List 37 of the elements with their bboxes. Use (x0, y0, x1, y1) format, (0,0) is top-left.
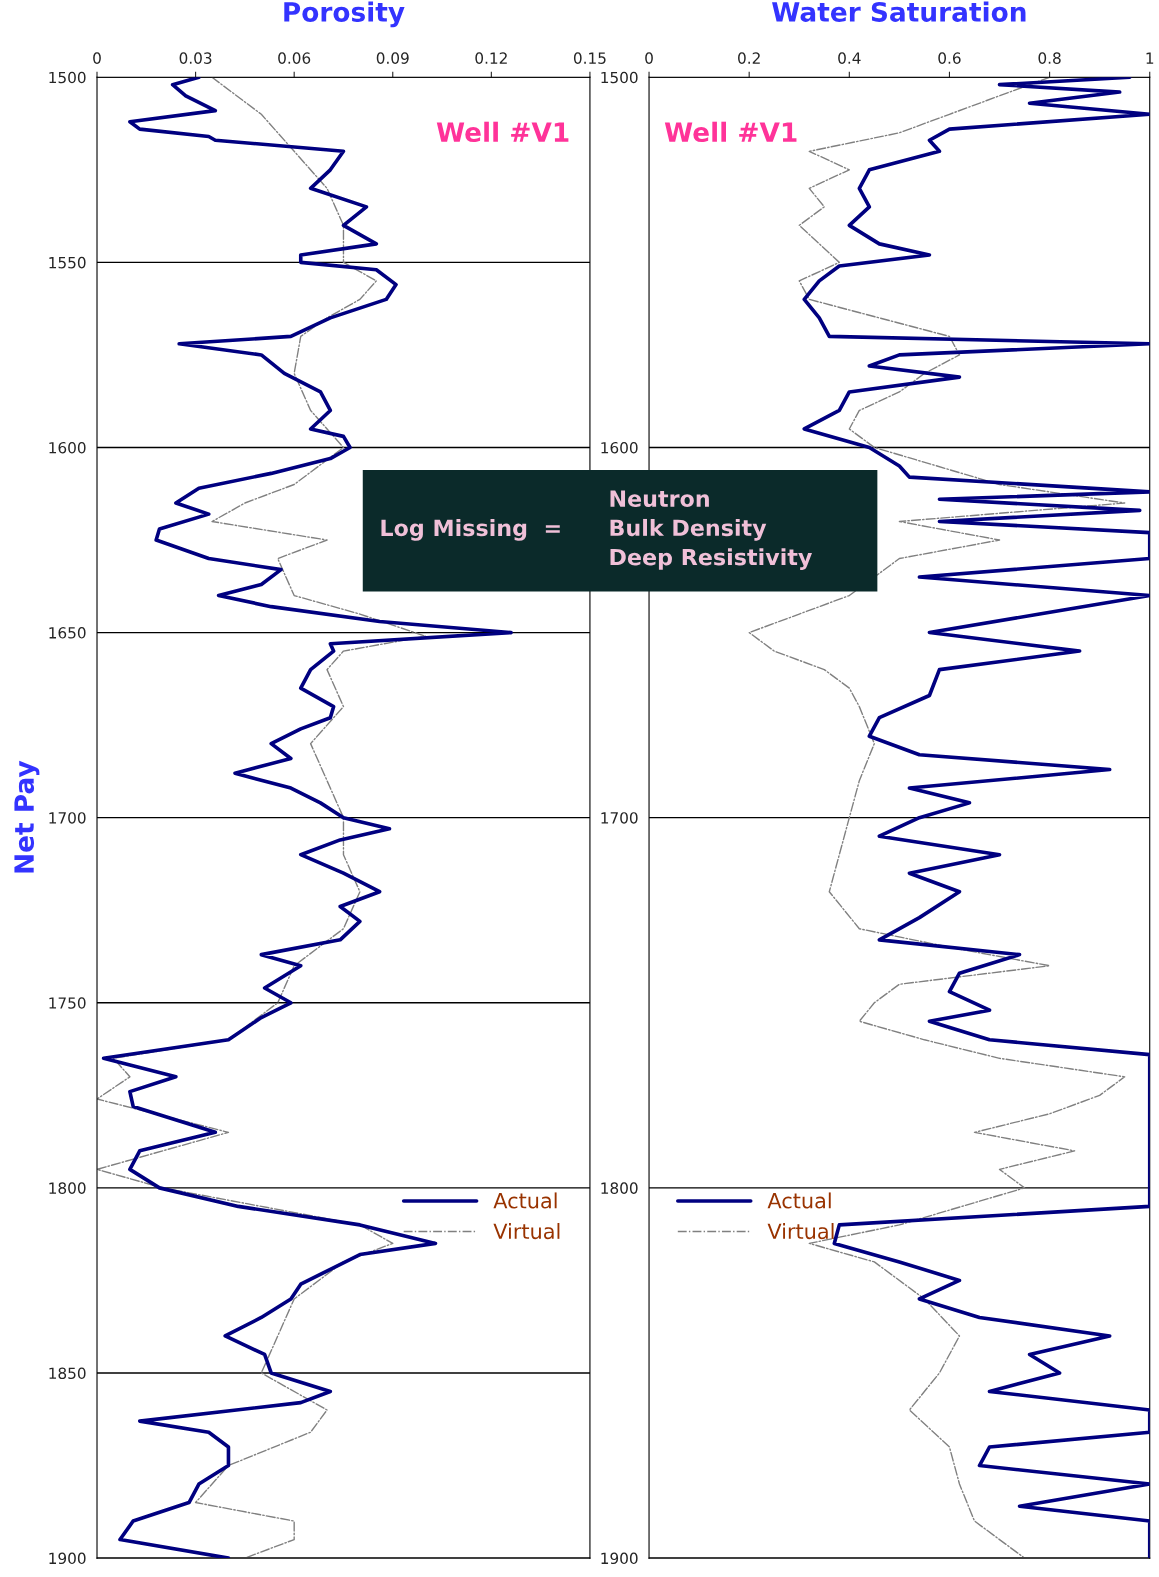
legend-label: Actual (493, 1192, 557, 1209)
x-tick-label: 0.8 (1038, 52, 1061, 64)
x-tick-label: 0.4 (838, 52, 861, 64)
x-tick-label: 0 (93, 52, 101, 64)
x-tick-label: 0.2 (738, 52, 760, 64)
y-axis-title: Net Pay (14, 760, 40, 873)
chart-title: Water Saturation (772, 1, 1026, 22)
y-tick-label: 1900 (601, 1552, 638, 1565)
y-tick-label: 1750 (49, 997, 86, 1009)
x-tick-label: 0.12 (475, 52, 507, 64)
annotation: Well #V1 (436, 121, 569, 143)
chart-title: Porosity (284, 1, 405, 28)
legend-label: Virtual (767, 1223, 834, 1240)
legend-label: Actual (767, 1192, 831, 1209)
y-tick-label: 1500 (49, 71, 86, 84)
y-tick-label: 1600 (601, 441, 638, 454)
x-tick-label: 1 (1146, 52, 1154, 64)
y-tick-label: 1600 (49, 441, 86, 454)
x-tick-label: 0 (645, 52, 653, 64)
legend-label: Virtual (493, 1223, 560, 1240)
y-tick-label: 1550 (49, 256, 86, 269)
y-tick-label: 1650 (49, 627, 86, 639)
y-tick-label: 1800 (601, 1182, 638, 1194)
y-tick-label: 1800 (49, 1182, 86, 1194)
y-tick-label: 1900 (49, 1552, 86, 1565)
y-tick-label: 1850 (49, 1367, 86, 1379)
x-tick-label: 0.06 (278, 52, 311, 64)
y-tick-label: 1500 (601, 71, 638, 84)
y-tick-label: 1700 (601, 812, 638, 824)
annotation: Log Missing = (381, 519, 560, 541)
annotation: Well #V1 (664, 121, 797, 143)
x-tick-label: 0.15 (573, 52, 606, 64)
x-tick-label: 0.03 (179, 52, 212, 64)
x-tick-label: 0.6 (938, 52, 961, 64)
annotation: Neutron Bulk Density Deep Resistivity (610, 490, 813, 570)
y-tick-label: 1700 (49, 812, 86, 824)
x-tick-label: 0.09 (376, 52, 409, 64)
